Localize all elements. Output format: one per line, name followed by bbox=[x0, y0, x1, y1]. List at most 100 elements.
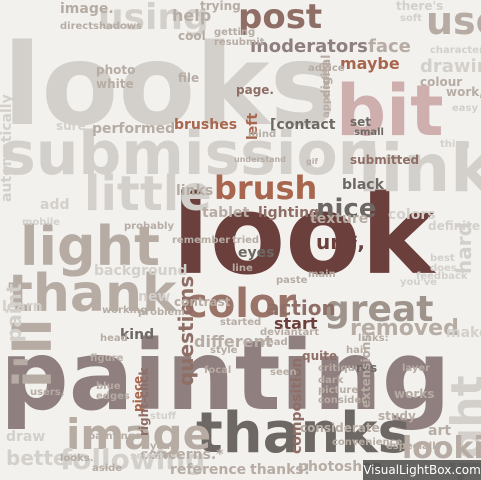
word-work: work, bbox=[446, 85, 481, 99]
word-soft: soft bbox=[400, 13, 422, 24]
word-edges: edges bbox=[96, 391, 130, 402]
word-using: using bbox=[98, 0, 209, 38]
word-texture: texture bbox=[310, 211, 369, 227]
word-maybe: maybe bbox=[340, 54, 400, 73]
word-working: working bbox=[102, 305, 148, 316]
word-definitely: definitely bbox=[428, 219, 481, 233]
word-looking: looking bbox=[402, 431, 481, 466]
word-submission: submission bbox=[0, 119, 381, 189]
word-cool: cool bbox=[178, 29, 206, 43]
word-focal: focal bbox=[204, 365, 232, 376]
word-image: image. bbox=[60, 1, 114, 17]
word-res: res bbox=[356, 361, 378, 375]
word-small: small bbox=[354, 127, 384, 138]
word-submitted: submitted bbox=[350, 153, 420, 167]
word-bit: bit bbox=[336, 70, 444, 152]
word-study: study bbox=[378, 409, 416, 423]
word-critique: critique bbox=[318, 363, 362, 374]
word-thanks: thanks bbox=[196, 401, 411, 466]
word-kind: kind bbox=[120, 327, 155, 343]
word-dark: dark bbox=[318, 375, 344, 386]
word-painting: painting bbox=[0, 320, 451, 432]
word-users: users, bbox=[30, 387, 65, 398]
word-photoshop: photoshop bbox=[298, 459, 382, 475]
word-performed: performed bbox=[92, 121, 176, 137]
word-right-click: right-click bbox=[137, 367, 151, 436]
word-style: style bbox=[210, 345, 238, 356]
word-used: used bbox=[426, 0, 481, 43]
word-seen: seen bbox=[270, 367, 297, 378]
word-automatically: automatically bbox=[0, 94, 15, 202]
word-getting: getting bbox=[214, 27, 256, 38]
word-deviantart: deviantart bbox=[260, 327, 319, 338]
word-white: white bbox=[96, 77, 134, 91]
word-links: links bbox=[176, 183, 214, 199]
word-gif: gif bbox=[306, 157, 318, 166]
word-stuff: stuff bbox=[150, 411, 176, 422]
word-works: works bbox=[394, 387, 435, 401]
word-quite: quite bbox=[302, 349, 338, 363]
word-thanks: thanks! bbox=[250, 462, 311, 478]
word-background: background bbox=[94, 263, 188, 279]
word-looks: looks bbox=[3, 21, 337, 151]
word-convenience: convenience, bbox=[332, 437, 407, 448]
word-link: link bbox=[358, 130, 481, 207]
word-layer: layer bbox=[402, 363, 431, 374]
word-sure: sure bbox=[56, 119, 86, 133]
word-light: light bbox=[20, 215, 160, 278]
word-drawing: drawing bbox=[420, 56, 481, 77]
word-you-ve: you've bbox=[400, 277, 437, 288]
word-makes: makes bbox=[446, 325, 481, 341]
word-set: set bbox=[350, 115, 372, 129]
word-problem: problem bbox=[138, 307, 185, 318]
word-consider: consider bbox=[318, 395, 367, 406]
word-especially: especially bbox=[386, 441, 443, 452]
word-yeah: yeah bbox=[150, 441, 178, 452]
word-help: help bbox=[172, 6, 212, 25]
word-action: action bbox=[266, 296, 336, 320]
word-remember: remember bbox=[172, 235, 231, 246]
word-moderators: moderators bbox=[250, 36, 368, 57]
word-removed: removed bbox=[350, 316, 459, 341]
word-resubmit: resubmit bbox=[214, 37, 265, 48]
word-links: links: bbox=[358, 333, 389, 344]
word-draw: draw bbox=[6, 429, 46, 445]
word-character: character bbox=[430, 45, 481, 56]
word-tried: tried bbox=[232, 235, 260, 246]
word-black: black bbox=[342, 177, 384, 193]
word-face: face bbox=[368, 36, 411, 57]
word-select: select bbox=[130, 451, 164, 462]
word-thing: thing bbox=[440, 139, 470, 150]
word-directshadows: directshadows bbox=[60, 21, 143, 32]
word-eyes: eyes bbox=[238, 245, 275, 261]
word-does: does bbox=[430, 263, 457, 274]
word-started: started bbox=[220, 317, 262, 328]
word-following: following bbox=[60, 443, 206, 476]
word-art: art bbox=[428, 423, 452, 439]
word-nice: nice bbox=[316, 194, 377, 224]
word-brush: brush bbox=[214, 169, 318, 207]
word-url: url*, bbox=[316, 230, 366, 254]
word-considerate: considerate bbox=[300, 421, 380, 435]
word-image: image bbox=[66, 410, 212, 459]
word-paste: paste bbox=[276, 275, 308, 286]
word-line: line bbox=[232, 263, 253, 274]
word-questions: questions bbox=[174, 275, 198, 386]
word-colour: colour bbox=[420, 75, 463, 89]
watermark: VisualLightBox.com bbox=[363, 460, 481, 480]
word-paintings: paintings bbox=[88, 431, 141, 442]
word-contact: [contact bbox=[270, 117, 336, 133]
word-read: read bbox=[262, 337, 288, 348]
word-easy: easy bbox=[452, 103, 479, 114]
word-photo: photo bbox=[96, 63, 136, 77]
word-mobile: mobile bbox=[22, 217, 61, 228]
word-lighting: lighting bbox=[258, 205, 320, 221]
word-there-s: there's bbox=[396, 0, 444, 13]
word-understand: understand bbox=[234, 155, 286, 164]
word-head: head bbox=[100, 333, 128, 344]
word-new: new bbox=[138, 289, 171, 305]
word-main: main bbox=[308, 269, 336, 280]
word-feedback: feedback bbox=[416, 271, 468, 282]
word-page: page. bbox=[236, 83, 274, 97]
